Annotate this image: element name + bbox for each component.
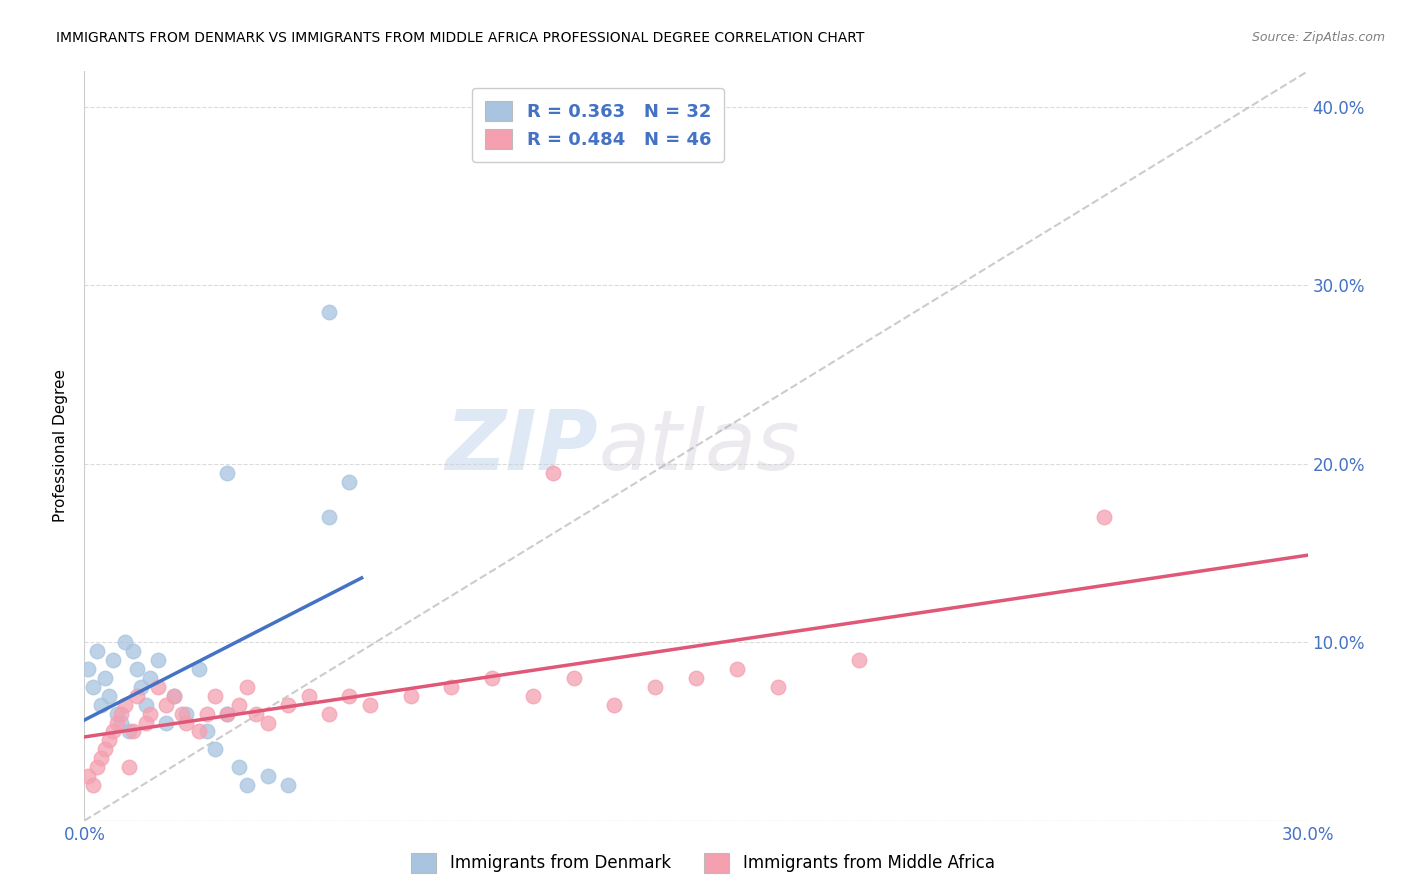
Text: atlas: atlas xyxy=(598,406,800,486)
Point xyxy=(245,706,267,721)
Point xyxy=(339,475,361,489)
Point xyxy=(228,698,250,712)
Point xyxy=(163,689,186,703)
Point xyxy=(236,680,259,694)
Point xyxy=(318,706,340,721)
Point xyxy=(339,689,361,703)
Point xyxy=(86,644,108,658)
Point xyxy=(90,751,112,765)
Point xyxy=(90,698,112,712)
Point xyxy=(318,305,340,319)
Legend: Immigrants from Denmark, Immigrants from Middle Africa: Immigrants from Denmark, Immigrants from… xyxy=(405,847,1001,880)
Point xyxy=(77,662,100,676)
Point xyxy=(257,715,280,730)
Point xyxy=(298,689,321,703)
Point xyxy=(277,698,299,712)
Point xyxy=(359,698,381,712)
Text: ZIP: ZIP xyxy=(446,406,598,486)
Point xyxy=(93,671,115,685)
Point xyxy=(138,671,160,685)
Point xyxy=(187,724,209,739)
Point xyxy=(766,680,789,694)
Point xyxy=(848,653,870,667)
Point xyxy=(236,778,259,792)
Point xyxy=(86,760,108,774)
Point xyxy=(114,698,136,712)
Point xyxy=(217,706,239,721)
Point xyxy=(725,662,748,676)
Point xyxy=(146,680,169,694)
Point xyxy=(204,742,226,756)
Point xyxy=(228,760,250,774)
Point xyxy=(543,466,565,480)
Text: IMMIGRANTS FROM DENMARK VS IMMIGRANTS FROM MIDDLE AFRICA PROFESSIONAL DEGREE COR: IMMIGRANTS FROM DENMARK VS IMMIGRANTS FR… xyxy=(56,31,865,45)
Legend: R = 0.363   N = 32, R = 0.484   N = 46: R = 0.363 N = 32, R = 0.484 N = 46 xyxy=(472,88,724,162)
Point xyxy=(1092,510,1115,524)
Point xyxy=(195,706,218,721)
Point xyxy=(127,689,149,703)
Point xyxy=(217,466,239,480)
Point xyxy=(127,662,149,676)
Point xyxy=(101,653,124,667)
Point xyxy=(318,510,340,524)
Y-axis label: Professional Degree: Professional Degree xyxy=(53,369,69,523)
Point xyxy=(114,635,136,649)
Point xyxy=(146,653,169,667)
Point xyxy=(97,689,120,703)
Point xyxy=(174,715,197,730)
Point xyxy=(155,715,177,730)
Point xyxy=(257,769,280,783)
Point xyxy=(105,706,128,721)
Point xyxy=(481,671,503,685)
Point xyxy=(440,680,463,694)
Point xyxy=(399,689,422,703)
Point xyxy=(217,706,239,721)
Point xyxy=(195,724,218,739)
Point xyxy=(122,724,145,739)
Point xyxy=(204,689,226,703)
Point xyxy=(522,689,544,703)
Point xyxy=(131,680,153,694)
Point xyxy=(110,715,132,730)
Text: Source: ZipAtlas.com: Source: ZipAtlas.com xyxy=(1251,31,1385,45)
Point xyxy=(93,742,115,756)
Point xyxy=(685,671,707,685)
Point xyxy=(105,715,128,730)
Point xyxy=(135,715,157,730)
Point xyxy=(135,698,157,712)
Point xyxy=(562,671,585,685)
Point xyxy=(97,733,120,747)
Point xyxy=(122,644,145,658)
Point xyxy=(187,662,209,676)
Point xyxy=(138,706,160,721)
Point xyxy=(110,706,132,721)
Point xyxy=(82,778,104,792)
Point xyxy=(644,680,666,694)
Point xyxy=(163,689,186,703)
Point xyxy=(172,706,194,721)
Point xyxy=(277,778,299,792)
Point xyxy=(118,760,141,774)
Point xyxy=(603,698,626,712)
Point xyxy=(118,724,141,739)
Point xyxy=(82,680,104,694)
Point xyxy=(101,724,124,739)
Point xyxy=(174,706,197,721)
Point xyxy=(77,769,100,783)
Point xyxy=(155,698,177,712)
